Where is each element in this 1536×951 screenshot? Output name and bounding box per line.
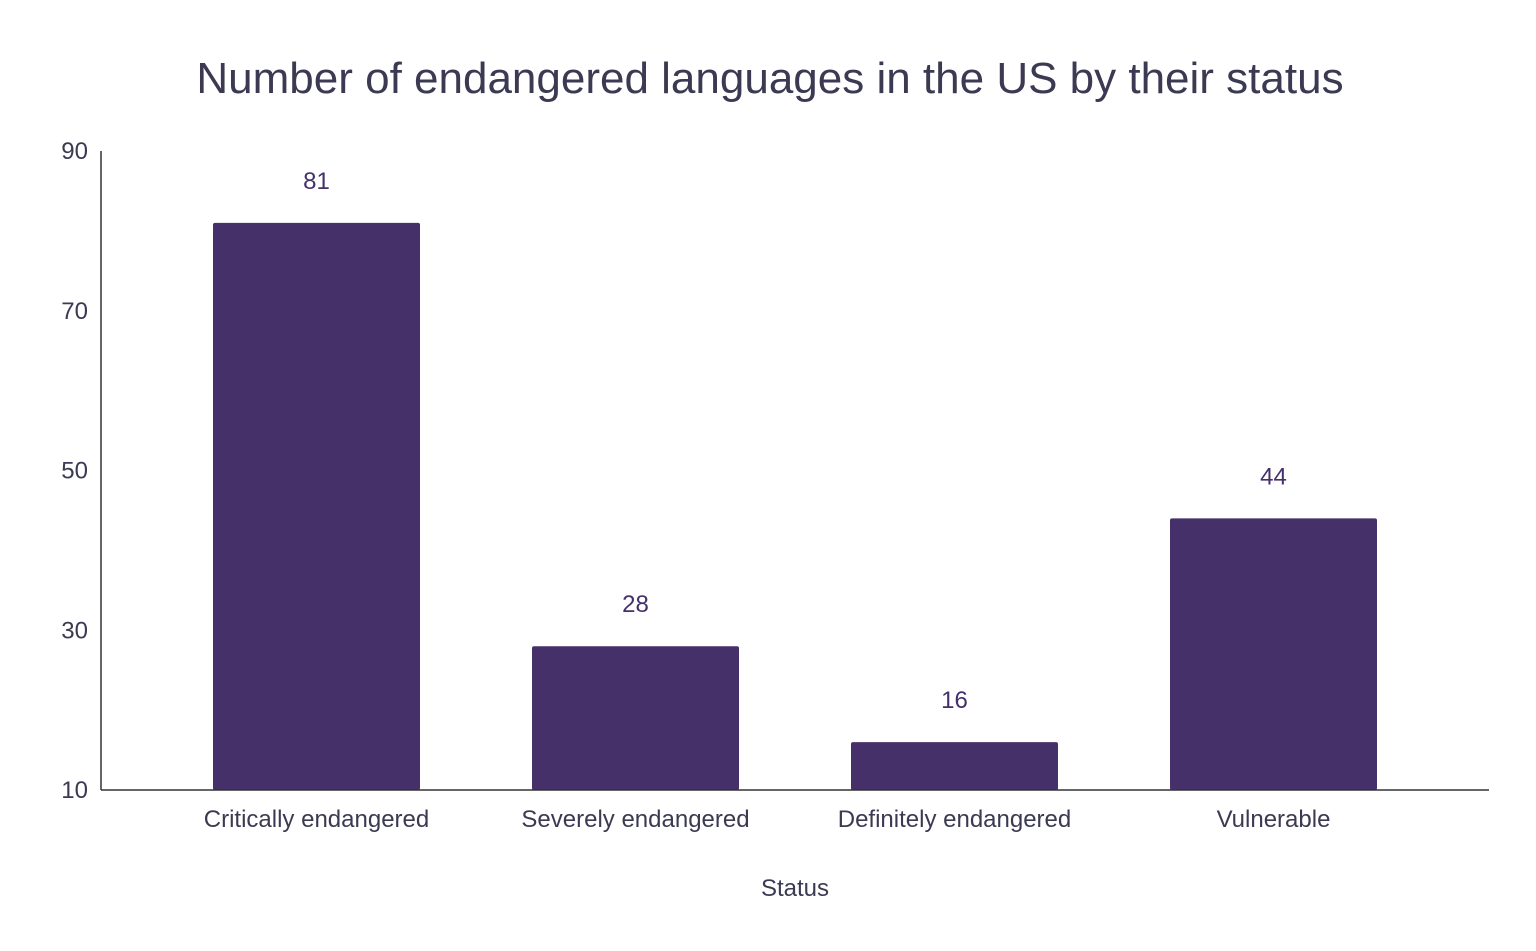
data-label: 16 bbox=[941, 687, 968, 714]
bar bbox=[532, 646, 739, 790]
data-label: 81 bbox=[303, 168, 330, 195]
y-tick-label: 90 bbox=[61, 138, 88, 165]
x-tick-label: Definitely endangered bbox=[838, 806, 1072, 833]
y-tick-label: 30 bbox=[61, 617, 88, 644]
chart-title: Number of endangered languages in the US… bbox=[196, 54, 1343, 103]
data-label: 44 bbox=[1260, 463, 1287, 490]
bar bbox=[1170, 518, 1377, 790]
x-tick-label: Severely endangered bbox=[521, 806, 749, 833]
y-tick-label: 70 bbox=[61, 298, 88, 325]
x-tick-label: Vulnerable bbox=[1217, 806, 1331, 833]
bar bbox=[213, 222, 420, 790]
y-tick-label: 10 bbox=[61, 777, 88, 804]
x-axis-label: Status bbox=[761, 875, 829, 902]
y-tick-label: 50 bbox=[61, 458, 88, 485]
x-tick-label: Critically endangered bbox=[204, 806, 429, 833]
data-label: 28 bbox=[622, 591, 649, 618]
bar bbox=[851, 742, 1058, 790]
